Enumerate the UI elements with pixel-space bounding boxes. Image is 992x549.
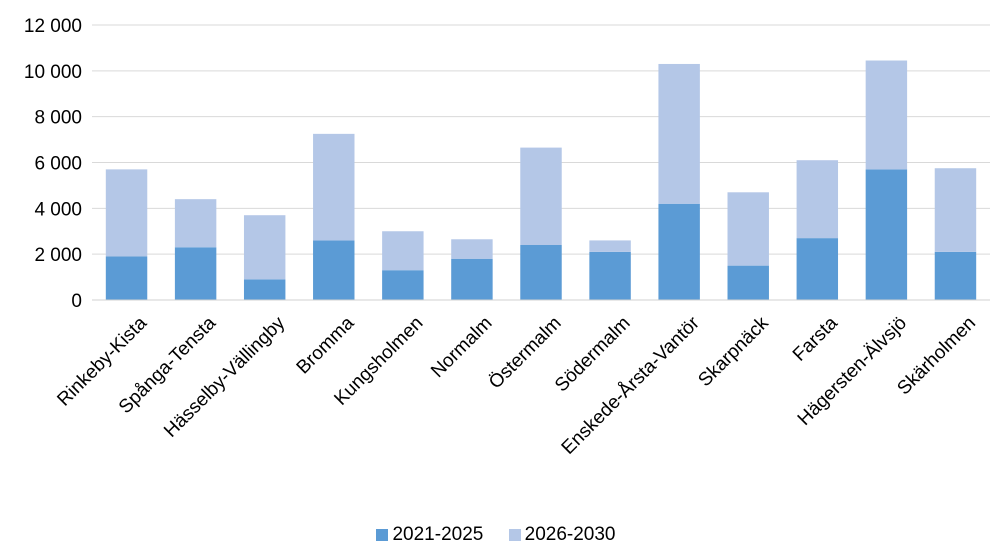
bar-segment-series-2 (313, 133, 355, 241)
x-category-label: Normalm (427, 313, 496, 382)
bar-segment-series-2 (105, 169, 148, 257)
bar-segment-series-1 (934, 251, 977, 300)
bar-segment-series-2 (658, 63, 700, 204)
legend-swatch-series-2 (508, 529, 521, 541)
bar-segment-series-2 (865, 60, 908, 170)
x-axis-category-labels: Rinkeby-KistaSpånga-TenstaHässelby-Välli… (53, 312, 980, 459)
legend-swatch-series-1 (376, 529, 389, 541)
y-tick-label: 8 000 (34, 108, 82, 129)
bar-segment-series-2 (520, 147, 562, 245)
bar-segment-series-1 (589, 251, 631, 300)
bar-segment-series-2 (589, 240, 631, 252)
legend: 2021-2025 2026-2030 (0, 524, 992, 547)
bar-segment-series-1 (174, 247, 217, 300)
bar-segment-series-1 (520, 245, 562, 300)
bar-segment-series-1 (313, 240, 355, 300)
bar-segment-series-1 (658, 203, 700, 300)
y-tick-label: 10 000 (24, 62, 82, 83)
bar-segment-series-1 (451, 258, 493, 300)
bar-segment-series-2 (796, 160, 839, 239)
bar-segment-series-1 (796, 238, 839, 300)
bar-segment-series-1 (105, 256, 148, 300)
bar-segment-series-2 (382, 231, 424, 271)
x-category-label: Farsta (789, 312, 842, 365)
y-axis-tick-labels: 0 2 000 4 000 6 000 8 000 10 000 12 000 (24, 16, 82, 312)
y-tick-label: 2 000 (34, 245, 82, 266)
y-tick-label: 0 (71, 291, 82, 312)
bar-segment-series-1 (382, 270, 424, 300)
bar-segment-series-1 (243, 279, 286, 300)
bar-segment-series-2 (174, 199, 217, 248)
x-category-label: Skarpnäck (694, 312, 773, 391)
bar-segment-series-1 (865, 169, 908, 300)
legend-label-series-1: 2021-2025 (392, 524, 484, 545)
x-category-label: Enskede-Årsta-Vantör (558, 312, 705, 459)
legend-item-series-1: 2021-2025 (376, 524, 483, 546)
legend-label-series-2: 2026-2030 (524, 524, 616, 545)
bar-segment-series-2 (451, 239, 493, 259)
bar-segment-series-2 (727, 192, 769, 266)
x-category-label: Hässelby-Vällingby (160, 312, 289, 441)
bar-segment-series-2 (934, 168, 977, 252)
y-tick-label: 6 000 (34, 154, 82, 175)
y-tick-label: 12 000 (24, 16, 82, 37)
x-category-label: Bromma (293, 312, 359, 378)
y-tick-label: 4 000 (34, 199, 82, 220)
legend-item-series-2: 2026-2030 (508, 524, 616, 546)
bar-segment-series-2 (243, 215, 286, 280)
bars (105, 60, 977, 300)
bar-segment-series-1 (727, 265, 769, 300)
